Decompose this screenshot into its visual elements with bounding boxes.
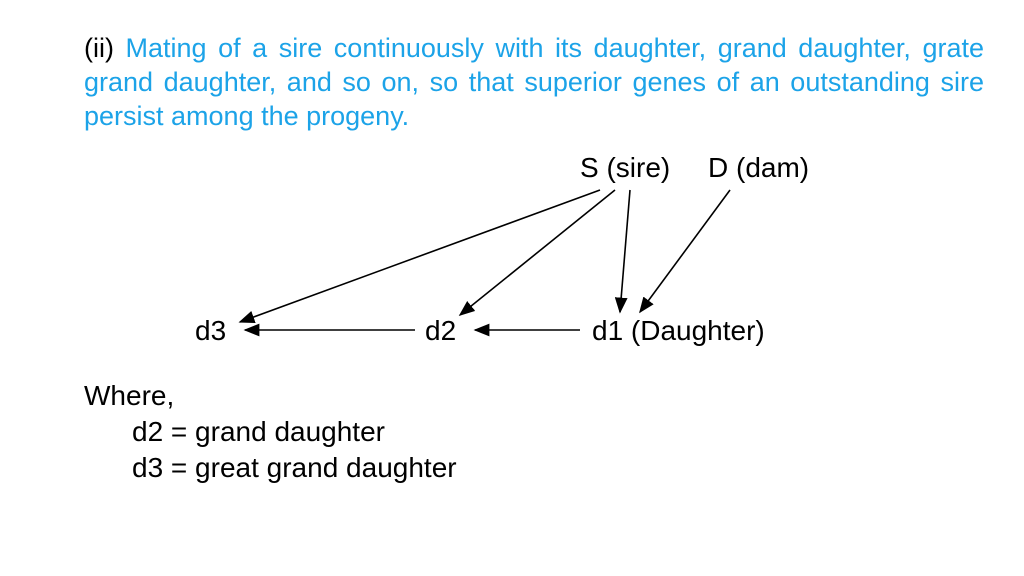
edge-3 (640, 190, 730, 312)
legend: Where, d2 = grand daughter d3 = great gr… (84, 380, 457, 488)
node-d3: d3 (195, 315, 226, 347)
edge-0 (240, 190, 600, 322)
mating-diagram: S (sire) D (dam) d3 d2 d1 (Daughter) (0, 140, 1024, 370)
heading-text: (ii) Mating of a sire continuously with … (84, 32, 984, 133)
heading-body: Mating of a sire continuously with its d… (84, 33, 984, 131)
node-d2: d2 (425, 315, 456, 347)
diagram-arrows (0, 140, 1024, 370)
node-d1: d1 (Daughter) (592, 315, 765, 347)
legend-where: Where, (84, 380, 457, 412)
legend-d3: d3 = great grand daughter (84, 452, 457, 484)
legend-d2: d2 = grand daughter (84, 416, 457, 448)
edge-1 (460, 190, 615, 315)
node-D: D (dam) (708, 152, 809, 184)
heading-label: (ii) (84, 33, 114, 63)
edge-2 (620, 190, 630, 312)
node-S: S (sire) (580, 152, 670, 184)
